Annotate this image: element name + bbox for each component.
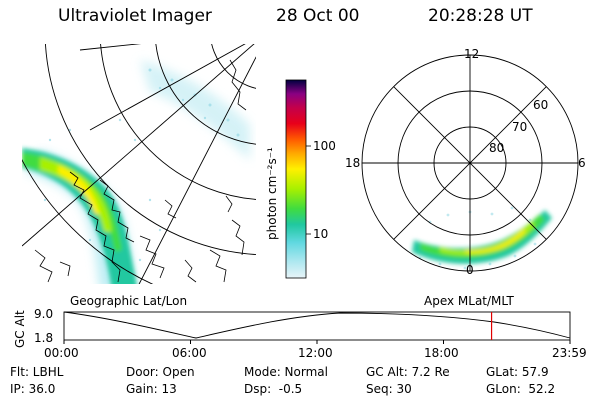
time-tick-1200: 12:00 xyxy=(298,346,333,360)
date-label: 28 Oct 00 xyxy=(276,6,360,26)
info-gc-alt: GC Alt: 7.2 Re xyxy=(366,365,450,379)
geo-panel-label: Geographic Lat/Lon xyxy=(70,294,188,308)
alt-axis-label: GC Alt xyxy=(13,310,27,348)
time-tick-2359: 23:59 xyxy=(552,346,587,360)
info-dsp: Dsp: -0.5 xyxy=(244,382,303,396)
info-door: Door: Open xyxy=(126,365,195,379)
info-glat: GLat: 57.9 xyxy=(486,365,549,379)
info-filter: Flt: LBHL xyxy=(10,365,64,379)
color-scale-bar xyxy=(285,79,307,279)
altitude-strip xyxy=(63,311,571,344)
time-label: 20:28:28 UT xyxy=(428,6,533,26)
mlat-60-label: 60 xyxy=(533,98,549,112)
mlat-70-label: 70 xyxy=(512,120,528,134)
info-glon: GLon: 52.2 xyxy=(486,382,556,396)
time-tick-0000: 00:00 xyxy=(44,346,79,360)
time-tick-0600: 06:00 xyxy=(172,346,207,360)
polar-panel-label: Apex MLat/MLT xyxy=(424,294,514,308)
info-seq: Seq: 30 xyxy=(366,382,412,396)
mlt-18-label: 18 xyxy=(345,156,361,170)
mlt-6-label: 6 xyxy=(578,156,586,170)
time-tick-1800: 18:00 xyxy=(424,346,459,360)
colorbar-unit-label: photon cm⁻²s⁻¹ xyxy=(265,147,279,240)
mlt-0-label: 0 xyxy=(466,263,474,277)
colorbar-tick-100: 100 xyxy=(313,139,336,153)
alt-tick-high: 9.0 xyxy=(34,307,54,321)
mlat-80-label: 80 xyxy=(489,141,505,155)
mlt-12-label: 12 xyxy=(464,47,480,61)
info-gain: Gain: 13 xyxy=(126,382,177,396)
geographic-map xyxy=(22,44,256,284)
info-ip: IP: 36.0 xyxy=(10,382,56,396)
colorbar-tick-10: 10 xyxy=(313,227,329,241)
info-mode: Mode: Normal xyxy=(244,365,328,379)
alt-tick-low: 1.8 xyxy=(34,331,54,345)
app-title: Ultraviolet Imager xyxy=(58,6,212,26)
polar-mlat-mlt-plot xyxy=(361,54,579,272)
